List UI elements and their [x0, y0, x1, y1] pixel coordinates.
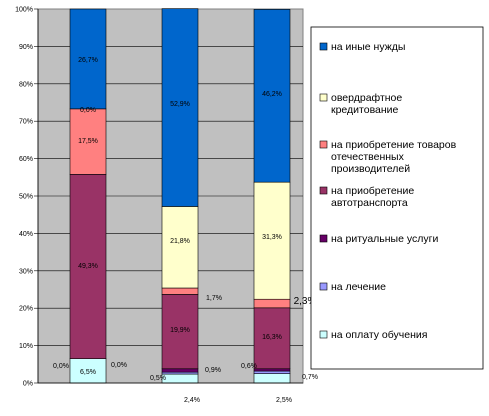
- data-label: 21,8%: [170, 238, 190, 245]
- bar-segment: [253, 373, 291, 384]
- data-labels: 6,5% 0,0% 0,5% 0,7% 0,0% 0,9% 0,6% 49,3% 19,9% 16…: [53, 57, 318, 382]
- legend-box: [310, 26, 484, 370]
- legend-label: на оплату обучения: [331, 329, 427, 341]
- bar-segment: [161, 368, 199, 373]
- bar-segment: [161, 206, 199, 289]
- data-label: 6,5%: [80, 369, 96, 376]
- legend-label: кредитование: [331, 104, 399, 116]
- bars: [69, 8, 291, 384]
- y-tick-label: 10%: [19, 343, 33, 350]
- y-tick-label: 50%: [19, 194, 33, 201]
- data-label: 0,0%: [80, 107, 96, 114]
- legend-swatch: [319, 42, 328, 51]
- legend-label: на лечение: [331, 281, 386, 293]
- data-label: 46,2%: [262, 91, 282, 98]
- legend-swatch: [319, 140, 328, 149]
- legend-swatch: [319, 282, 328, 291]
- legend-label: на приобретение: [331, 185, 414, 197]
- data-label: 16,3%: [262, 334, 282, 341]
- x-tick-label: 2,5%: [276, 397, 292, 404]
- bar-segment: [253, 9, 291, 183]
- data-label: 19,9%: [170, 327, 190, 334]
- legend-label: автотранспорта: [331, 197, 408, 209]
- y-tick-label: 90%: [19, 44, 33, 51]
- bar-segment: [161, 287, 199, 295]
- legend-label: на ритуальные услуги: [331, 233, 438, 245]
- y-tick-label: 0%: [23, 381, 33, 388]
- y-tick-label: 30%: [19, 268, 33, 275]
- data-label: 0,9%: [205, 367, 221, 374]
- bar-segment: [161, 8, 199, 207]
- legend-label: овердрафтное: [331, 92, 402, 104]
- bar-segment: [69, 174, 107, 359]
- data-label: 1,7%: [206, 295, 222, 302]
- data-label: 31,3%: [262, 234, 282, 241]
- x-tick-label: 2,4%: [184, 397, 200, 404]
- bar-segment: [253, 307, 291, 370]
- legend-swatch: [319, 93, 328, 102]
- bar-segment: [161, 294, 199, 370]
- bar-segment: [253, 368, 291, 372]
- data-label: 26,7%: [78, 57, 98, 64]
- axes: 0% 10% 20% 30% 40% 50% 60% 70% 80% 90% 100% 2,4% 2,5…: [15, 7, 303, 404]
- legend-swatch: [319, 330, 328, 339]
- bar-segment: [69, 108, 107, 175]
- legend-label: на приобретение товаров: [331, 139, 457, 151]
- y-tick-label: 40%: [19, 231, 33, 238]
- data-label: 49,3%: [78, 263, 98, 270]
- y-tick-label: 60%: [19, 156, 33, 163]
- y-tick-label: 100%: [15, 7, 33, 14]
- y-tick-label: 80%: [19, 81, 33, 88]
- legend-swatch: [319, 234, 328, 243]
- y-tick-label: 20%: [19, 306, 33, 313]
- legend-label: отечественных: [331, 151, 405, 163]
- data-label: 52,9%: [170, 101, 190, 108]
- bar-segment: [69, 8, 107, 110]
- data-label: 17,5%: [78, 138, 98, 145]
- data-label: 2,3%: [294, 296, 317, 307]
- legend-label: производителей: [331, 163, 410, 175]
- data-label: 0,0%: [53, 363, 69, 370]
- bar-segment: [253, 298, 291, 309]
- data-label: 0,0%: [111, 362, 127, 369]
- bar-segment: [161, 373, 199, 384]
- data-label: 0,7%: [302, 374, 318, 381]
- bar-segment: [253, 181, 291, 300]
- data-label: 0,5%: [150, 375, 166, 382]
- legend-label: на иные нужды: [331, 41, 405, 53]
- bar-segment: [253, 370, 291, 374]
- y-tick-label: 70%: [19, 119, 33, 126]
- legend-swatch: [319, 186, 328, 195]
- data-label: 0,6%: [241, 363, 257, 370]
